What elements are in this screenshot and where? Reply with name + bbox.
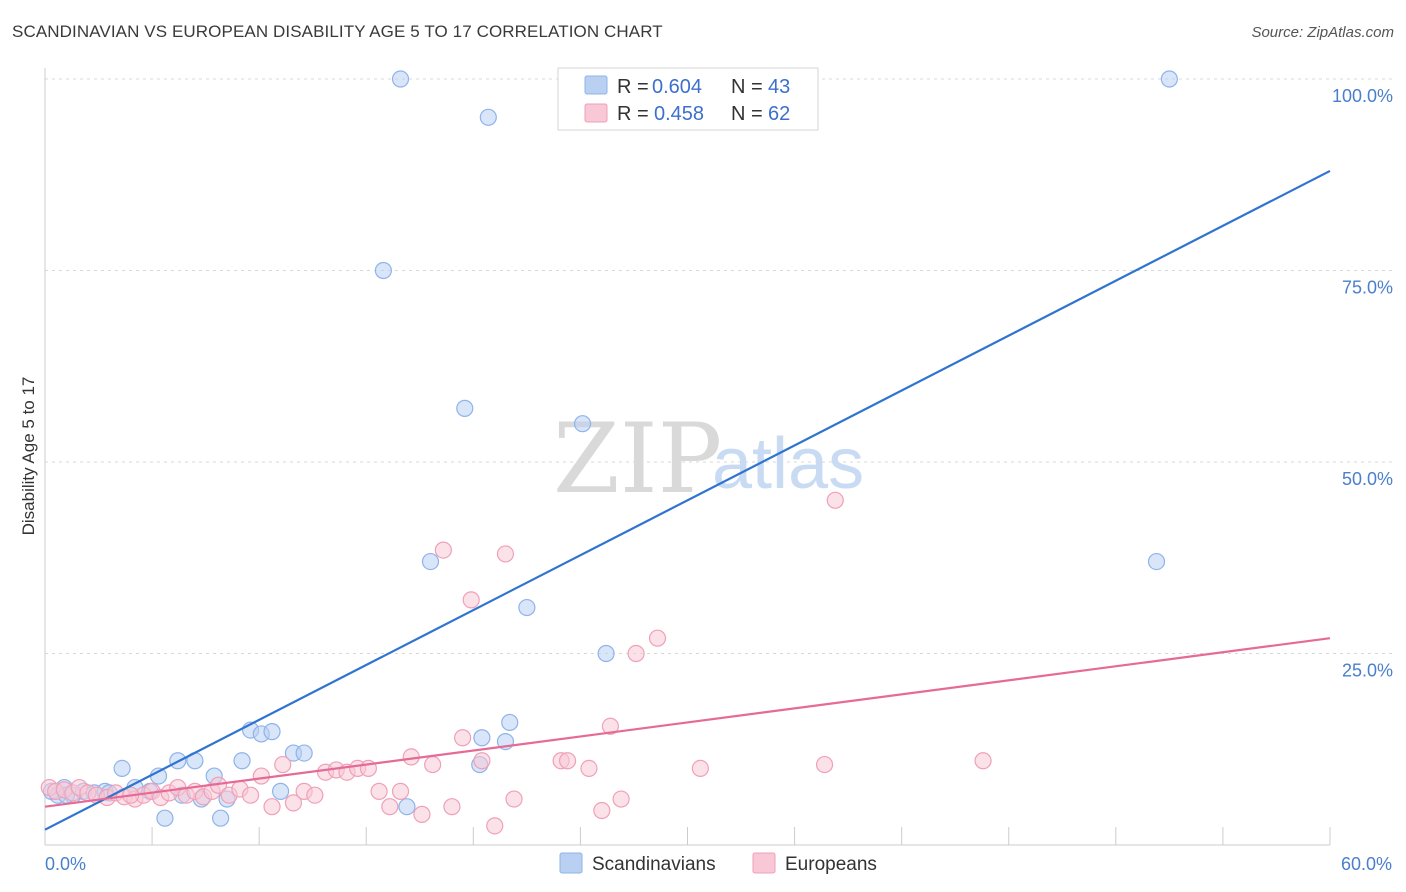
r-value-1: 0.604	[652, 76, 702, 98]
scandinavians-swatch	[584, 75, 608, 95]
european-point	[486, 817, 504, 835]
watermark-atlas: atlas	[712, 424, 864, 504]
scandinavian-point	[1147, 552, 1166, 571]
european-point	[381, 798, 399, 816]
scandinavian-point	[1160, 70, 1178, 88]
european-point	[815, 755, 834, 774]
european-point	[242, 786, 260, 804]
scandinavian-point	[233, 752, 251, 770]
european-point	[496, 545, 515, 563]
n-value-2: 62	[768, 103, 790, 125]
european-point	[424, 755, 442, 774]
scandinavian-point	[501, 713, 519, 732]
scandinavian-point	[421, 552, 440, 571]
legend-scandinavians-swatch	[559, 852, 583, 874]
y-tick-label: 25.0%	[1342, 661, 1393, 681]
european-point	[434, 541, 452, 559]
scandinavian-point	[398, 798, 416, 816]
european-point	[306, 786, 324, 804]
series-europeans	[40, 491, 992, 835]
n-value-1: 43	[768, 76, 790, 98]
stats-legend: R = 0.604 N = 43 R = 0.458 N = 62	[557, 67, 819, 131]
european-point	[648, 629, 667, 647]
european-point	[974, 752, 992, 770]
european-point	[284, 794, 303, 812]
european-point	[601, 717, 620, 735]
r-value-2: 0.458	[654, 103, 704, 125]
legend-europeans-label: Europeans	[785, 854, 877, 875]
european-point	[454, 729, 472, 747]
european-point	[691, 759, 709, 778]
european-point	[627, 644, 645, 663]
european-point	[612, 790, 630, 808]
n-label-2: N =	[731, 103, 763, 125]
source-label: Source: ZipAtlas.com	[1251, 24, 1394, 41]
scandinavian-trendline	[44, 169, 1331, 831]
axis-ticks: 25.0% 50.0% 75.0% 100.0% 0.0% 60.0%	[45, 86, 1393, 874]
scandinavian-point	[295, 744, 313, 762]
european-point	[462, 591, 480, 609]
y-tick-label: 75.0%	[1342, 278, 1393, 298]
european-trendline	[44, 637, 1331, 808]
n-label-1: N =	[731, 76, 763, 98]
europeans-swatch	[584, 103, 608, 123]
scandinavian-point	[156, 809, 174, 827]
scandinavian-point	[573, 415, 592, 433]
european-point	[443, 798, 461, 816]
scandinavian-point	[113, 759, 131, 778]
watermark: ZIP atlas	[553, 403, 864, 515]
european-point	[473, 752, 491, 770]
european-point	[558, 752, 577, 770]
x-tick-label: 0.0%	[45, 854, 86, 874]
european-point	[826, 491, 844, 509]
scandinavian-point	[473, 729, 491, 747]
european-point	[252, 767, 270, 785]
axes	[44, 68, 1331, 846]
scandinavian-point	[374, 261, 392, 280]
gridlines	[45, 78, 1392, 654]
y-tick-label: 100.0%	[1332, 86, 1393, 106]
european-point	[580, 759, 598, 778]
scandinavian-point	[479, 108, 497, 126]
european-point	[413, 805, 431, 823]
series-legend: Scandinavians Europeans	[559, 852, 877, 875]
r-label-1: R =	[617, 76, 649, 98]
legend-scandinavians-label: Scandinavians	[592, 854, 716, 875]
trendlines	[44, 169, 1331, 831]
european-point	[593, 801, 611, 820]
european-point	[391, 782, 410, 800]
y-tick-label: 50.0%	[1342, 469, 1393, 489]
scandinavian-point	[456, 399, 474, 417]
scandinavian-point	[597, 644, 615, 663]
x-tick-label: 60.0%	[1341, 854, 1392, 874]
european-point	[263, 798, 281, 816]
chart-title: SCANDINAVIAN VS EUROPEAN DISABILITY AGE …	[12, 22, 663, 41]
y-axis-label: Disability Age 5 to 17	[19, 377, 38, 536]
european-point	[370, 782, 388, 800]
r-label-2: R =	[617, 103, 649, 125]
european-point	[505, 790, 523, 808]
scandinavian-point	[271, 782, 290, 800]
legend-europeans-swatch	[752, 852, 776, 874]
scandinavian-point	[518, 598, 536, 617]
european-point	[274, 755, 292, 774]
scandinavian-point	[263, 723, 281, 741]
scandinavian-point	[391, 70, 410, 88]
scandinavian-point	[212, 809, 230, 827]
